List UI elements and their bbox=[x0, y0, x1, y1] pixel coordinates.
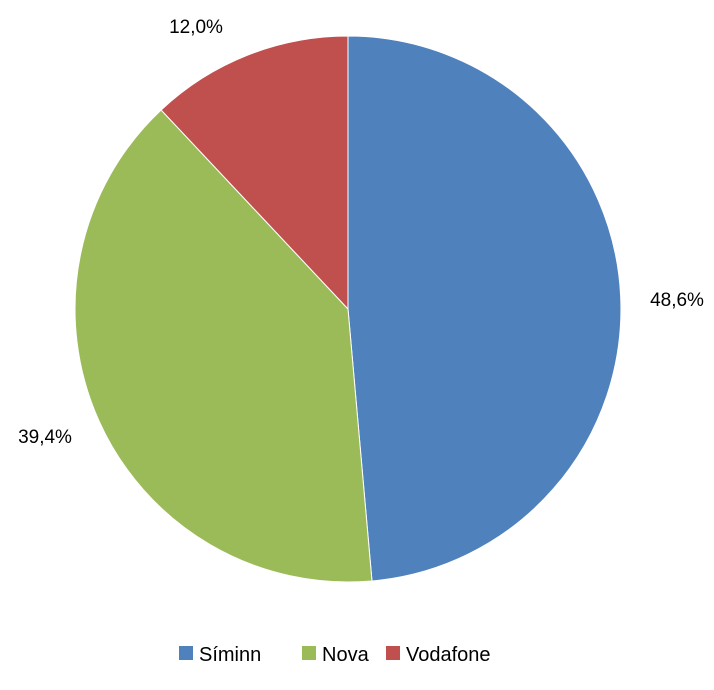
data-labels: 48,6% 39,4% 12,0% bbox=[18, 17, 704, 448]
pie-slice-s-minn bbox=[347, 35, 622, 582]
legend: Síminn Nova Vodafone bbox=[179, 644, 491, 666]
pie-slice-nova bbox=[74, 109, 373, 583]
legend-swatch-1 bbox=[179, 646, 193, 660]
data-label-1: 48,6% bbox=[650, 290, 704, 311]
legend-swatch-3 bbox=[386, 646, 400, 660]
pie-slice-vodafone bbox=[160, 35, 349, 311]
pie-slices bbox=[74, 35, 622, 583]
legend-label-3: Vodafone bbox=[406, 644, 491, 666]
legend-label-2: Nova bbox=[322, 644, 370, 666]
legend-label-1: Síminn bbox=[199, 644, 261, 666]
data-label-3: 12,0% bbox=[169, 17, 223, 38]
legend-swatch-2 bbox=[302, 646, 316, 660]
data-label-2: 39,4% bbox=[18, 427, 72, 448]
